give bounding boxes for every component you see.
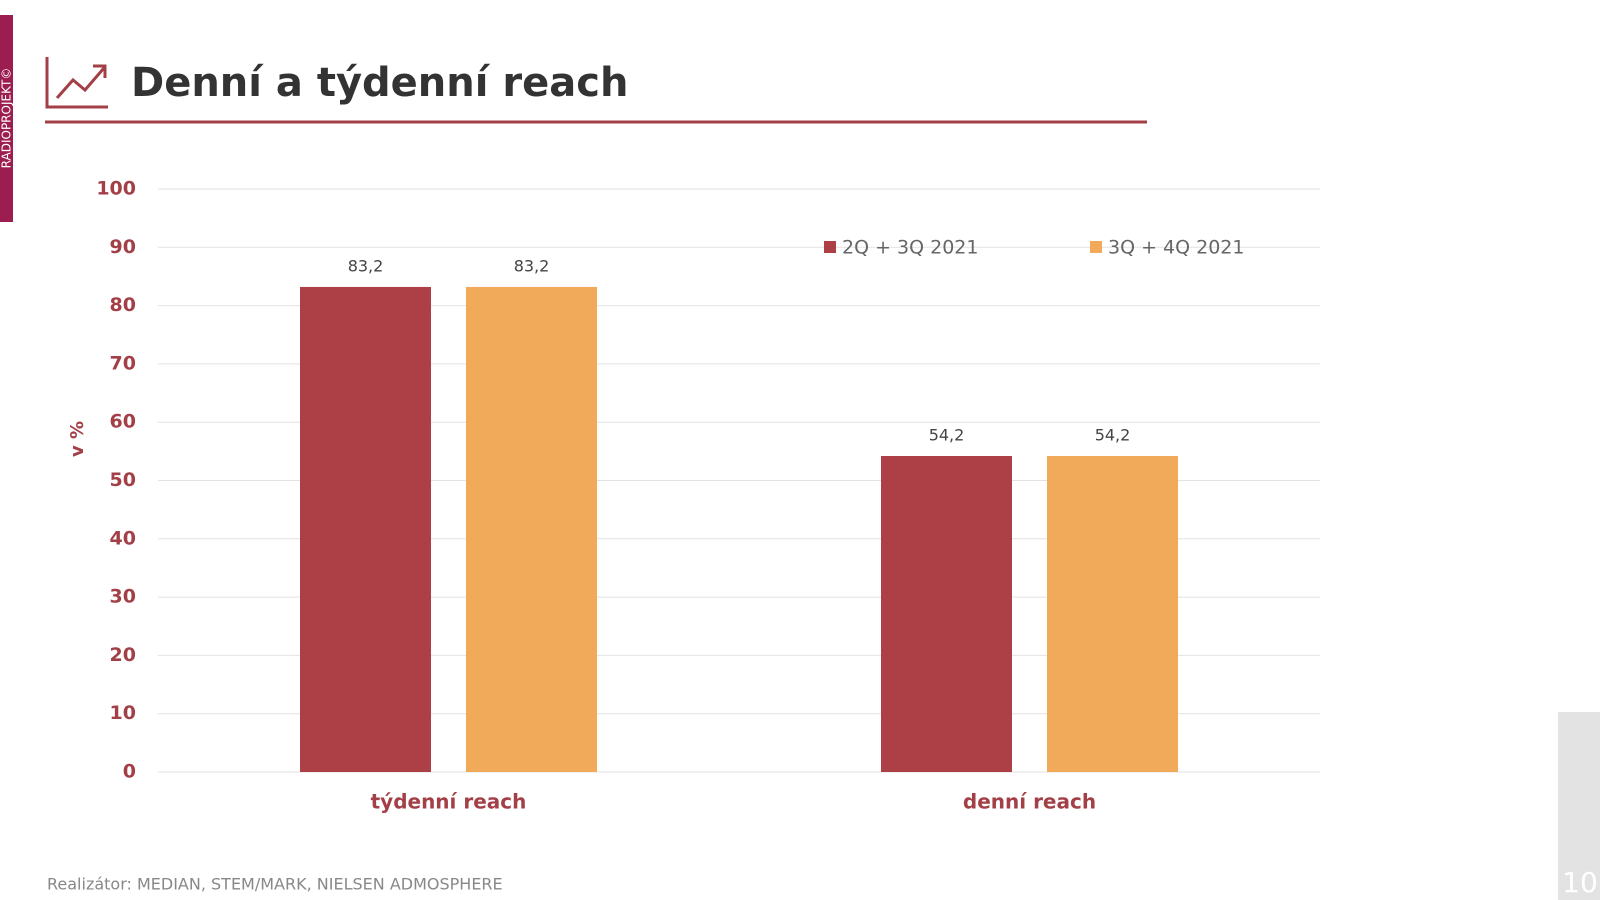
y-tick-label: 50: [110, 469, 136, 491]
bar: [300, 286, 431, 772]
page-number: 10: [1562, 866, 1598, 899]
legend-label: 2Q + 3Q 2021: [842, 237, 978, 259]
legend-marker: [824, 241, 836, 253]
bar: [466, 286, 597, 772]
y-tick-label: 0: [123, 761, 136, 783]
bar: [881, 456, 1012, 772]
y-tick-label: 60: [110, 411, 136, 433]
legend-label: 3Q + 4Q 2021: [1108, 237, 1244, 259]
value-label: 83,2: [514, 256, 550, 275]
side-label: RADIOPROJEKT©: [0, 68, 14, 169]
bar: [1047, 456, 1178, 772]
x-tick-label: denní reach: [963, 790, 1096, 814]
chart-icon: [45, 57, 108, 109]
y-tick-label: 40: [110, 527, 136, 549]
y-tick-label: 100: [96, 178, 136, 200]
value-label: 54,2: [929, 426, 965, 445]
value-label: 83,2: [348, 256, 384, 275]
y-tick-label: 20: [110, 644, 136, 666]
y-axis-label: v %: [67, 421, 88, 457]
chart-title: Denní a týdenní reach: [131, 60, 628, 106]
page-tab: [1558, 712, 1600, 900]
y-tick-label: 30: [110, 586, 136, 608]
footer: Realizátor: MEDIAN, STEM/MARK, NIELSEN A…: [47, 875, 503, 894]
y-tick-label: 90: [110, 236, 136, 258]
y-tick-label: 70: [110, 352, 136, 374]
y-tick-label: 10: [110, 702, 136, 724]
x-tick-label: týdenní reach: [371, 790, 527, 814]
legend-marker: [1090, 241, 1102, 253]
side-bar: [0, 15, 13, 222]
y-tick-label: 80: [110, 294, 136, 316]
value-label: 54,2: [1095, 426, 1131, 445]
